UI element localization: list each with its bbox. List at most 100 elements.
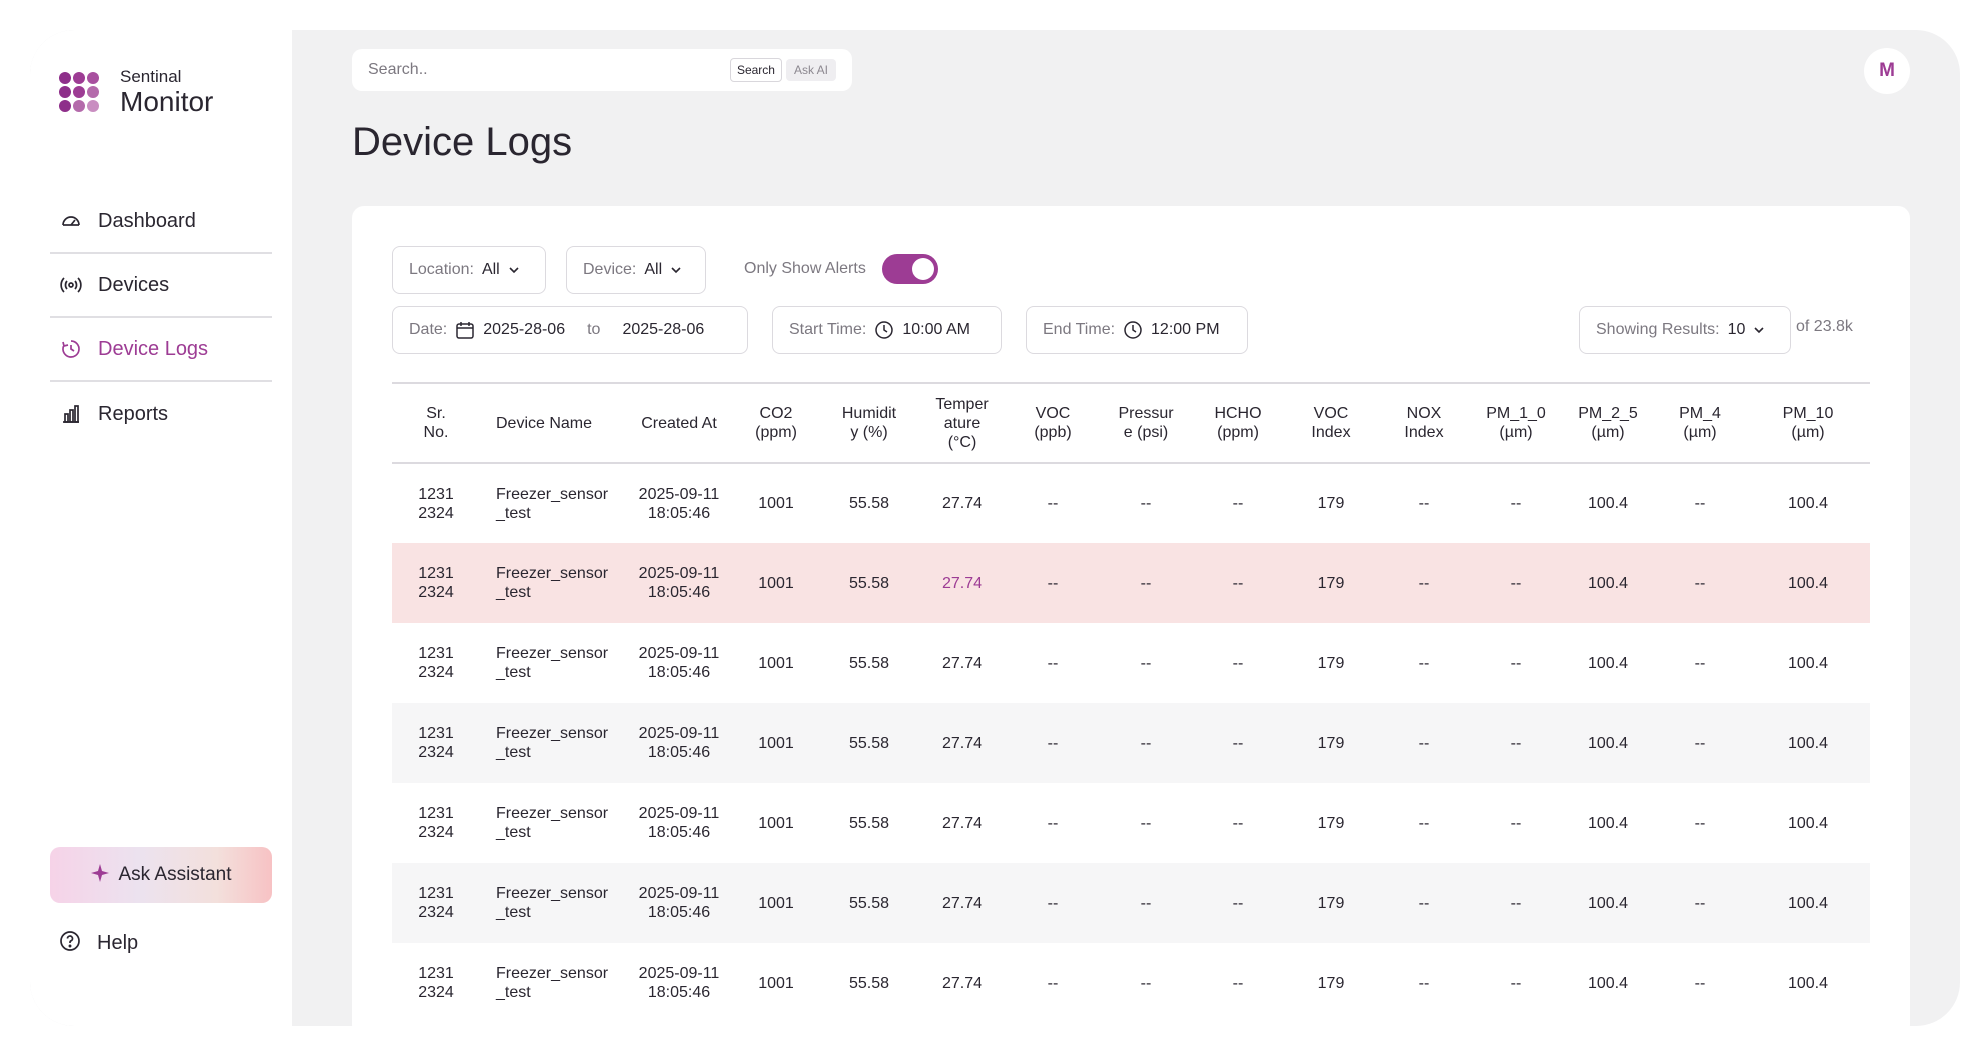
table-cell: -- bbox=[1418, 894, 1430, 912]
column-header[interactable]: Temper ature (°C) bbox=[935, 395, 989, 451]
logo-dot bbox=[59, 72, 71, 84]
sidebar-item-devices[interactable]: Devices bbox=[50, 254, 272, 318]
table-cell: 179 bbox=[1317, 654, 1345, 672]
table-cell: -- bbox=[1047, 814, 1059, 832]
table-cell: Freezer_sensor _test bbox=[496, 805, 609, 841]
column-header[interactable]: VOC Index bbox=[1311, 405, 1351, 441]
table-cell: 1001 bbox=[758, 495, 794, 512]
table-cell: 1231 2324 bbox=[418, 485, 454, 522]
table-cell: Freezer_sensor _test bbox=[496, 965, 609, 1001]
table-cell: 1231 2324 bbox=[418, 805, 454, 841]
table-cell: 100.4 bbox=[1787, 814, 1829, 832]
table-cell: 55.58 bbox=[848, 814, 890, 832]
ask-assistant-button[interactable]: Ask Assistant bbox=[50, 847, 272, 903]
table-cell: -- bbox=[1140, 654, 1152, 672]
help-label: Help bbox=[97, 932, 139, 954]
column-header[interactable]: Humidit y (%) bbox=[841, 405, 897, 441]
table-cell: 1231 2324 bbox=[418, 885, 454, 921]
table-cell: -- bbox=[1232, 654, 1244, 672]
monitor-logo-icon bbox=[59, 72, 99, 112]
table-cell: -- bbox=[1047, 974, 1059, 992]
start-time-key: Start Time: bbox=[789, 321, 867, 338]
results-per-page-select[interactable]: Showing Results: 10 bbox=[1579, 306, 1791, 354]
chevron-down-icon bbox=[1754, 327, 1764, 334]
table-cell: 100.4 bbox=[1587, 894, 1629, 912]
table-row[interactable]: 1231 2324 Freezer_sensor _test 2025-09-11 18:… bbox=[392, 623, 1870, 703]
column-header[interactable]: Device Name bbox=[496, 414, 593, 432]
column-header[interactable]: VOC (ppb) bbox=[1034, 405, 1072, 441]
table-cell: -- bbox=[1232, 495, 1244, 512]
table-cell: 27.74 bbox=[941, 814, 983, 832]
logo-dot bbox=[73, 72, 85, 84]
table-cell: 27.74 bbox=[941, 574, 983, 592]
column-header[interactable]: Pressur e (psi) bbox=[1118, 405, 1174, 441]
column-header[interactable]: CO2 (ppm) bbox=[755, 405, 797, 441]
table-cell: 1001 bbox=[758, 734, 794, 752]
logs-card: Location: All Device: All Only Show Aler… bbox=[352, 206, 1910, 1026]
table-cell: -- bbox=[1047, 574, 1059, 592]
device-filter[interactable]: Device: All bbox=[566, 246, 706, 294]
date-to[interactable]: 2025-28-06 bbox=[622, 321, 705, 338]
table-cell: -- bbox=[1140, 894, 1152, 912]
sidebar-item-dashboard[interactable]: Dashboard bbox=[50, 190, 272, 254]
table-cell: 1001 bbox=[758, 814, 794, 832]
sidebar-item-label: Devices bbox=[98, 273, 170, 296]
date-from[interactable]: 2025-28-06 bbox=[483, 321, 566, 338]
table-cell: 27.74 bbox=[941, 495, 983, 512]
help-link[interactable]: Help bbox=[59, 930, 138, 957]
search-bar[interactable]: Search.. Search Ask AI bbox=[352, 49, 852, 91]
date-range-filter[interactable]: Date: 2025-28-06 to 2025-28-06 bbox=[392, 306, 748, 354]
sidebar-item-reports[interactable]: Reports bbox=[50, 382, 272, 446]
logo-dot bbox=[87, 100, 99, 112]
table-cell: -- bbox=[1418, 974, 1430, 992]
table-row[interactable]: 1231 2324 Freezer_sensor _test 2025-09-11 18:… bbox=[392, 463, 1870, 543]
table-cell: 2025-09-11 18:05:46 bbox=[638, 725, 720, 761]
column-header[interactable]: PM_1_0 (µm) bbox=[1486, 405, 1546, 441]
column-header[interactable]: NOX Index bbox=[1404, 405, 1444, 441]
column-header[interactable]: PM_10 (µm) bbox=[1782, 405, 1834, 441]
table-cell: 1231 2324 bbox=[418, 725, 454, 761]
column-header[interactable]: Sr. No. bbox=[423, 405, 449, 441]
search-input[interactable]: Search.. bbox=[368, 61, 428, 78]
table-cell: 2025-09-11 18:05:46 bbox=[638, 645, 720, 681]
table-cell: 27.74 bbox=[941, 974, 983, 992]
table-cell: -- bbox=[1418, 734, 1430, 752]
location-filter[interactable]: Location: All bbox=[392, 246, 546, 294]
table-row[interactable]: 1231 2324 Freezer_sensor _test 2025-09-11 18:… bbox=[392, 703, 1870, 783]
table-cell: -- bbox=[1694, 734, 1706, 752]
avatar[interactable]: M bbox=[1864, 48, 1910, 94]
column-header[interactable]: Created At bbox=[641, 414, 717, 432]
table-header-row: Sr. No. Device Name Created At CO2 (ppm) Humid… bbox=[392, 383, 1870, 463]
column-header[interactable]: PM_4 (µm) bbox=[1679, 405, 1721, 441]
table-cell: -- bbox=[1510, 654, 1522, 672]
broadcast-icon bbox=[60, 274, 82, 296]
table-cell: 55.58 bbox=[848, 974, 890, 992]
table-cell: 179 bbox=[1317, 814, 1345, 832]
search-button[interactable]: Search bbox=[729, 58, 782, 82]
end-time-filter[interactable]: End Time: 12:00 PM bbox=[1026, 306, 1248, 354]
table-row[interactable]: 1231 2324 Freezer_sensor _test 2025-09-11 18:… bbox=[392, 943, 1870, 1023]
logo-dot bbox=[73, 100, 85, 112]
column-header[interactable]: HCHO (ppm) bbox=[1214, 405, 1262, 441]
table-cell: -- bbox=[1418, 574, 1430, 592]
table-cell: 1001 bbox=[758, 654, 794, 672]
sidebar-item-device-logs[interactable]: Device Logs bbox=[50, 318, 272, 382]
column-header[interactable]: PM_2_5 (µm) bbox=[1578, 405, 1638, 441]
table-row[interactable]: 1231 2324 Freezer_sensor _test 2025-09-11 18:… bbox=[392, 783, 1870, 863]
table-row[interactable]: 1231 2324 Freezer_sensor _test 2025-09-11 18:… bbox=[392, 863, 1870, 943]
table-cell: 1001 bbox=[758, 894, 794, 912]
table-cell: 1231 2324 bbox=[418, 565, 454, 601]
sidebar-item-label: Reports bbox=[98, 402, 169, 425]
start-time-filter[interactable]: Start Time: 10:00 AM bbox=[772, 306, 1002, 354]
table-cell: -- bbox=[1510, 814, 1522, 832]
table-cell: -- bbox=[1418, 495, 1430, 512]
table-cell: -- bbox=[1694, 894, 1706, 912]
table-cell: 100.4 bbox=[1787, 495, 1829, 512]
ask-ai-button[interactable]: Ask AI bbox=[785, 59, 836, 81]
only-alerts-toggle[interactable] bbox=[881, 254, 938, 284]
table-cell: -- bbox=[1694, 654, 1706, 672]
table-row[interactable]: 1231 2324 Freezer_sensor _test 2025-09-11 18:… bbox=[392, 543, 1870, 623]
bar-chart-icon bbox=[60, 403, 82, 425]
brand-big: Monitor bbox=[120, 86, 214, 117]
table-cell: -- bbox=[1694, 974, 1706, 992]
